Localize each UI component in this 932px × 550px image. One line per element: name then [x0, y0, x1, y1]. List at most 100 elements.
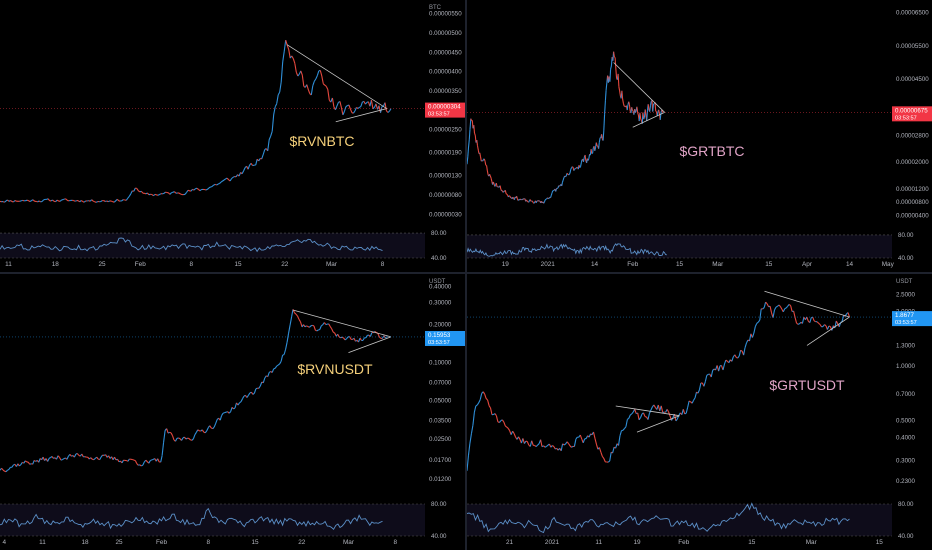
- price-segment: [562, 443, 565, 446]
- panel-divider-horizontal: [0, 272, 932, 274]
- price-segment: [614, 57, 617, 70]
- price-segment: [221, 412, 224, 416]
- rsi-band: [467, 504, 892, 536]
- price-segment: [628, 101, 630, 105]
- x-tick-label: 15: [251, 539, 259, 546]
- price-segment: [779, 306, 783, 310]
- price-segment: [31, 199, 34, 201]
- price-segment: [494, 413, 497, 417]
- price-segment: [82, 201, 85, 203]
- price-segment: [359, 105, 362, 108]
- price-segment: [534, 445, 537, 448]
- price-segment: [250, 162, 254, 166]
- price-segment: [360, 101, 363, 107]
- price-segment: [153, 193, 156, 197]
- price-segment: [136, 463, 139, 466]
- price-segment: [313, 325, 316, 331]
- rsi-tick-label: 40.00: [898, 533, 914, 540]
- price-segment: [553, 189, 555, 192]
- price-segment: [467, 156, 469, 165]
- price-segment: [279, 361, 282, 365]
- price-segment: [4, 200, 7, 203]
- price-segment: [546, 444, 549, 447]
- price-segment: [584, 154, 587, 161]
- price-segment: [500, 188, 503, 192]
- price-segment: [561, 179, 564, 183]
- price-segment: [304, 325, 307, 328]
- price-segment: [297, 73, 300, 77]
- price-segment: [492, 181, 495, 185]
- price-segment: [286, 45, 290, 50]
- price-segment: [476, 140, 479, 146]
- price-segment: [375, 103, 379, 110]
- price-segment: [75, 452, 78, 455]
- price-segment: [35, 459, 38, 462]
- price-segment: [793, 310, 796, 318]
- price-segment: [731, 356, 734, 362]
- price-series: [467, 51, 664, 204]
- price-segment: [139, 190, 142, 193]
- price-segment: [598, 137, 601, 143]
- price-segment: [712, 368, 715, 371]
- price-segment: [594, 147, 597, 151]
- price-segment: [187, 189, 190, 192]
- price-segment: [592, 147, 594, 154]
- price-segment: [778, 304, 781, 307]
- x-tick-label: 8: [381, 261, 385, 268]
- price-segment: [8, 200, 11, 202]
- price-segment: [274, 103, 278, 108]
- price-segment: [66, 456, 69, 460]
- price-segment: [324, 84, 327, 87]
- price-segment: [298, 319, 301, 323]
- price-segment: [357, 337, 361, 343]
- rsi-line: [467, 502, 850, 534]
- price-segment: [267, 139, 270, 151]
- price-segment: [482, 391, 486, 395]
- price-segment: [759, 308, 762, 321]
- y-tick-label: 0.5000: [896, 417, 915, 424]
- price-segment: [307, 89, 311, 94]
- price-segment: [222, 179, 225, 182]
- price-segment: [126, 460, 129, 462]
- price-segment: [698, 382, 702, 391]
- price-segment: [276, 94, 279, 104]
- price-segment: [303, 324, 306, 328]
- x-tick-label: 19: [502, 261, 510, 268]
- price-segment: [90, 457, 93, 460]
- price-segment: [292, 309, 296, 314]
- price-segment: [592, 431, 596, 439]
- price-segment: [5, 469, 8, 473]
- price-segment: [643, 116, 646, 120]
- price-segment: [100, 200, 103, 203]
- x-tick-label: Feb: [156, 539, 167, 546]
- price-segment: [133, 459, 136, 462]
- price-segment: [93, 458, 96, 461]
- price-segment: [323, 322, 327, 325]
- price-segment: [615, 443, 618, 449]
- price-segment: [62, 458, 65, 461]
- price-segment: [20, 462, 23, 466]
- price-segment: [247, 164, 251, 170]
- price-segment: [27, 461, 31, 465]
- price-segment: [255, 159, 258, 166]
- price-segment: [204, 430, 208, 434]
- price-segment: [526, 200, 529, 203]
- price-segment: [566, 172, 569, 175]
- price-segment: [133, 187, 136, 192]
- trendline: [632, 111, 665, 128]
- price-segment: [467, 147, 470, 157]
- price-segment: [283, 349, 287, 355]
- price-segment: [106, 200, 109, 203]
- price-segment: [555, 188, 558, 192]
- price-segment: [315, 329, 318, 332]
- price-segment: [117, 459, 120, 463]
- y-tick-label: 0.00000550: [429, 11, 462, 18]
- price-segment: [357, 106, 360, 109]
- price-segment: [331, 97, 335, 107]
- price-segment: [22, 461, 25, 464]
- price-segment: [468, 129, 471, 140]
- price-segment: [232, 176, 235, 178]
- countdown-timer: 03:53:57: [428, 340, 450, 346]
- price-segment: [225, 177, 228, 180]
